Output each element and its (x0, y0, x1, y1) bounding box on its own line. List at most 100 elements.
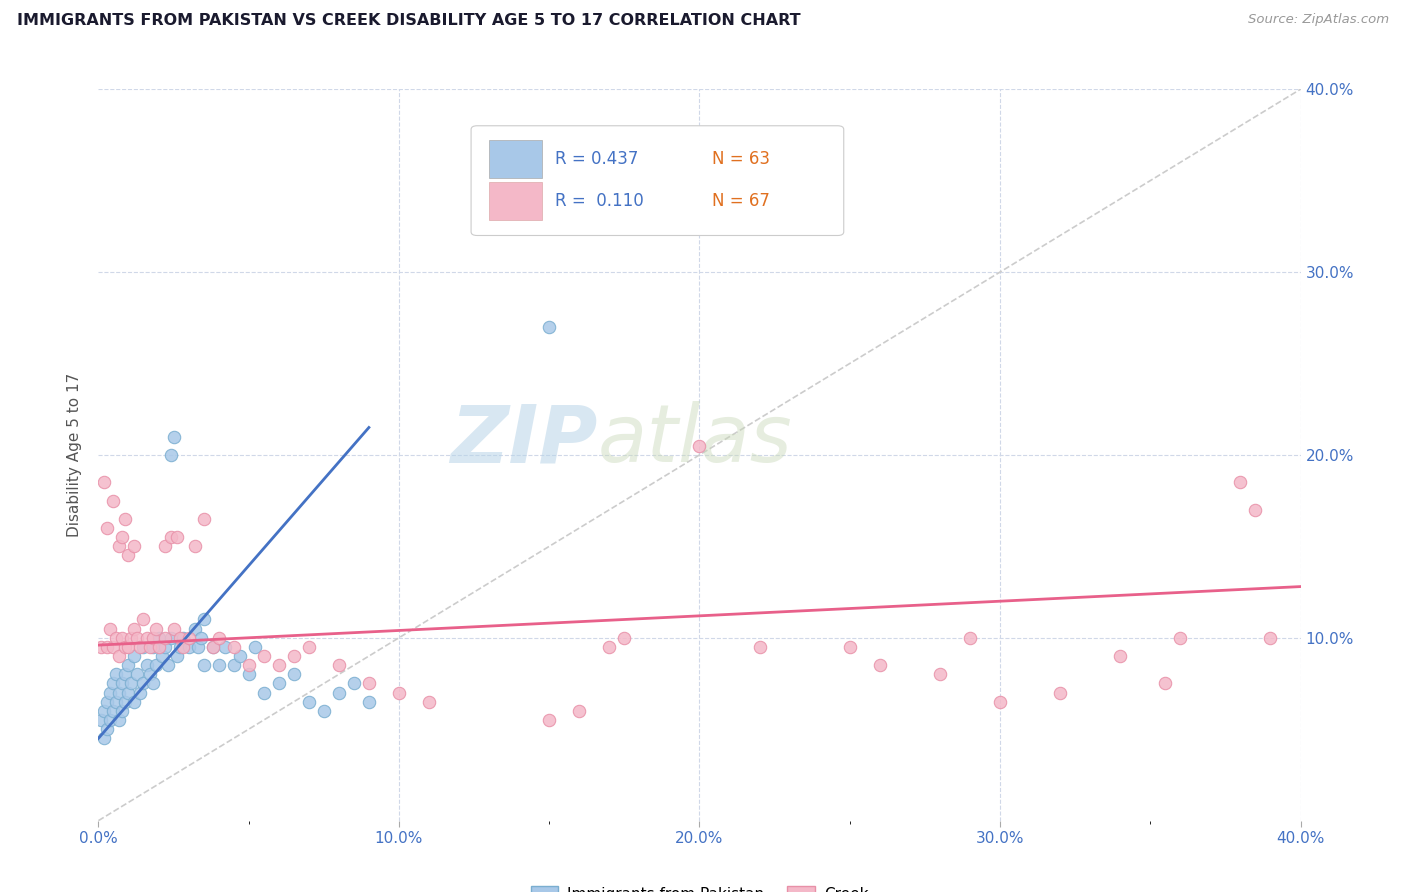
Point (312, 704, 335, 718)
Point (298, 695, 321, 709)
Point (103, 676, 125, 690)
Point (222, 640, 245, 654)
Point (127, 667, 149, 681)
Point (124, 622, 146, 636)
Point (1049, 685, 1071, 699)
Point (228, 649, 250, 664)
Point (117, 549, 139, 563)
Point (103, 704, 125, 718)
Point (869, 658, 891, 673)
Point (96, 521, 118, 535)
Point (357, 695, 380, 709)
FancyBboxPatch shape (471, 126, 844, 235)
Point (108, 539, 131, 553)
Point (328, 658, 350, 673)
Point (114, 695, 136, 709)
Point (114, 667, 136, 681)
Point (243, 640, 266, 654)
Point (121, 631, 143, 645)
Point (93, 475, 115, 490)
Point (145, 658, 167, 673)
Point (568, 704, 591, 718)
Point (1229, 475, 1251, 490)
Point (238, 658, 260, 673)
Point (145, 622, 167, 636)
Point (190, 631, 212, 645)
Point (90, 713, 112, 727)
Point (748, 640, 770, 654)
Point (153, 539, 176, 553)
Point (141, 676, 163, 690)
Point (208, 631, 231, 645)
Point (132, 640, 155, 654)
Point (253, 685, 276, 699)
Text: IMMIGRANTS FROM PAKISTAN VS CREEK DISABILITY AGE 5 TO 17 CORRELATION CHART: IMMIGRANTS FROM PAKISTAN VS CREEK DISABI… (17, 13, 800, 29)
Point (159, 448, 181, 462)
Point (169, 640, 191, 654)
Point (138, 640, 160, 654)
Point (141, 640, 163, 654)
Point (267, 658, 290, 673)
Text: ZIP: ZIP (450, 401, 598, 479)
Point (156, 658, 179, 673)
Point (127, 631, 149, 645)
Point (100, 685, 122, 699)
Point (108, 685, 131, 699)
Point (111, 631, 134, 645)
Point (100, 713, 122, 727)
Point (96, 695, 118, 709)
Point (121, 676, 143, 690)
Point (343, 676, 366, 690)
Point (177, 631, 200, 645)
Point (105, 695, 128, 709)
Text: R = 0.437: R = 0.437 (555, 151, 638, 169)
Point (283, 649, 305, 664)
Point (132, 676, 155, 690)
Text: atlas: atlas (598, 401, 792, 479)
Point (159, 631, 181, 645)
Point (103, 493, 125, 508)
Text: N = 67: N = 67 (711, 192, 769, 211)
Point (135, 658, 157, 673)
Point (214, 640, 236, 654)
Point (100, 622, 122, 636)
Point (193, 658, 215, 673)
Point (124, 539, 146, 553)
Point (183, 622, 205, 636)
Point (959, 631, 981, 645)
Point (988, 695, 1011, 709)
Text: Source: ZipAtlas.com: Source: ZipAtlas.com (1249, 13, 1389, 27)
Point (388, 685, 411, 699)
Point (1109, 649, 1132, 664)
Point (201, 640, 224, 654)
Point (114, 640, 136, 654)
Point (1154, 676, 1177, 690)
Point (124, 649, 146, 664)
Point (1244, 502, 1267, 516)
Point (114, 512, 136, 526)
Point (129, 640, 152, 654)
Point (93, 704, 115, 718)
Point (111, 530, 134, 544)
Point (598, 640, 620, 654)
Point (172, 631, 194, 645)
Point (162, 622, 184, 636)
FancyBboxPatch shape (489, 140, 541, 178)
Point (418, 695, 440, 709)
Point (129, 685, 152, 699)
Point (166, 649, 188, 664)
Point (183, 539, 205, 553)
Point (162, 430, 184, 444)
Point (169, 631, 191, 645)
Point (201, 640, 224, 654)
Point (267, 676, 290, 690)
Point (283, 667, 305, 681)
Text: N = 63: N = 63 (711, 151, 769, 169)
Point (105, 631, 128, 645)
Point (111, 676, 134, 690)
Point (135, 631, 157, 645)
Point (328, 685, 350, 699)
Point (357, 676, 380, 690)
Point (177, 640, 200, 654)
Point (613, 631, 636, 645)
